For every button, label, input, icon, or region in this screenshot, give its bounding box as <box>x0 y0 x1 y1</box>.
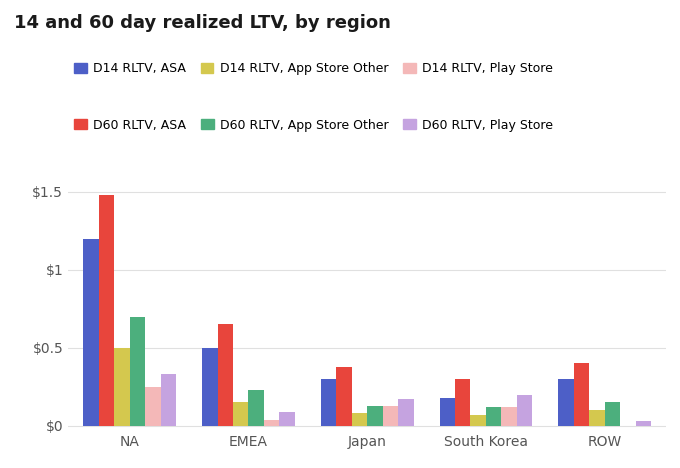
Legend: D14 RLTV, ASA, D14 RLTV, App Store Other, D14 RLTV, Play Store: D14 RLTV, ASA, D14 RLTV, App Store Other… <box>74 62 553 75</box>
Bar <box>440 398 455 426</box>
Bar <box>590 410 605 426</box>
Bar <box>233 402 248 426</box>
Bar <box>398 399 413 426</box>
Bar <box>636 421 651 426</box>
Bar <box>321 379 337 426</box>
Bar <box>218 324 233 426</box>
Bar <box>202 348 218 426</box>
Bar <box>352 413 367 426</box>
Bar <box>130 317 145 426</box>
Bar <box>501 407 517 426</box>
Bar <box>99 195 114 426</box>
Bar <box>471 415 486 426</box>
Bar <box>160 374 176 426</box>
Bar <box>517 395 532 426</box>
Bar <box>367 406 383 426</box>
Bar <box>145 387 160 426</box>
Bar <box>248 390 264 426</box>
Bar <box>574 364 590 426</box>
Legend: D60 RLTV, ASA, D60 RLTV, App Store Other, D60 RLTV, Play Store: D60 RLTV, ASA, D60 RLTV, App Store Other… <box>74 118 553 132</box>
Bar <box>558 379 574 426</box>
Bar <box>605 402 620 426</box>
Bar <box>279 412 294 426</box>
Text: 14 and 60 day realized LTV, by region: 14 and 60 day realized LTV, by region <box>14 14 390 32</box>
Bar <box>264 420 279 426</box>
Bar <box>486 407 501 426</box>
Bar <box>455 379 471 426</box>
Bar <box>383 406 398 426</box>
Bar <box>337 366 352 426</box>
Bar <box>84 239 99 426</box>
Bar <box>114 348 130 426</box>
